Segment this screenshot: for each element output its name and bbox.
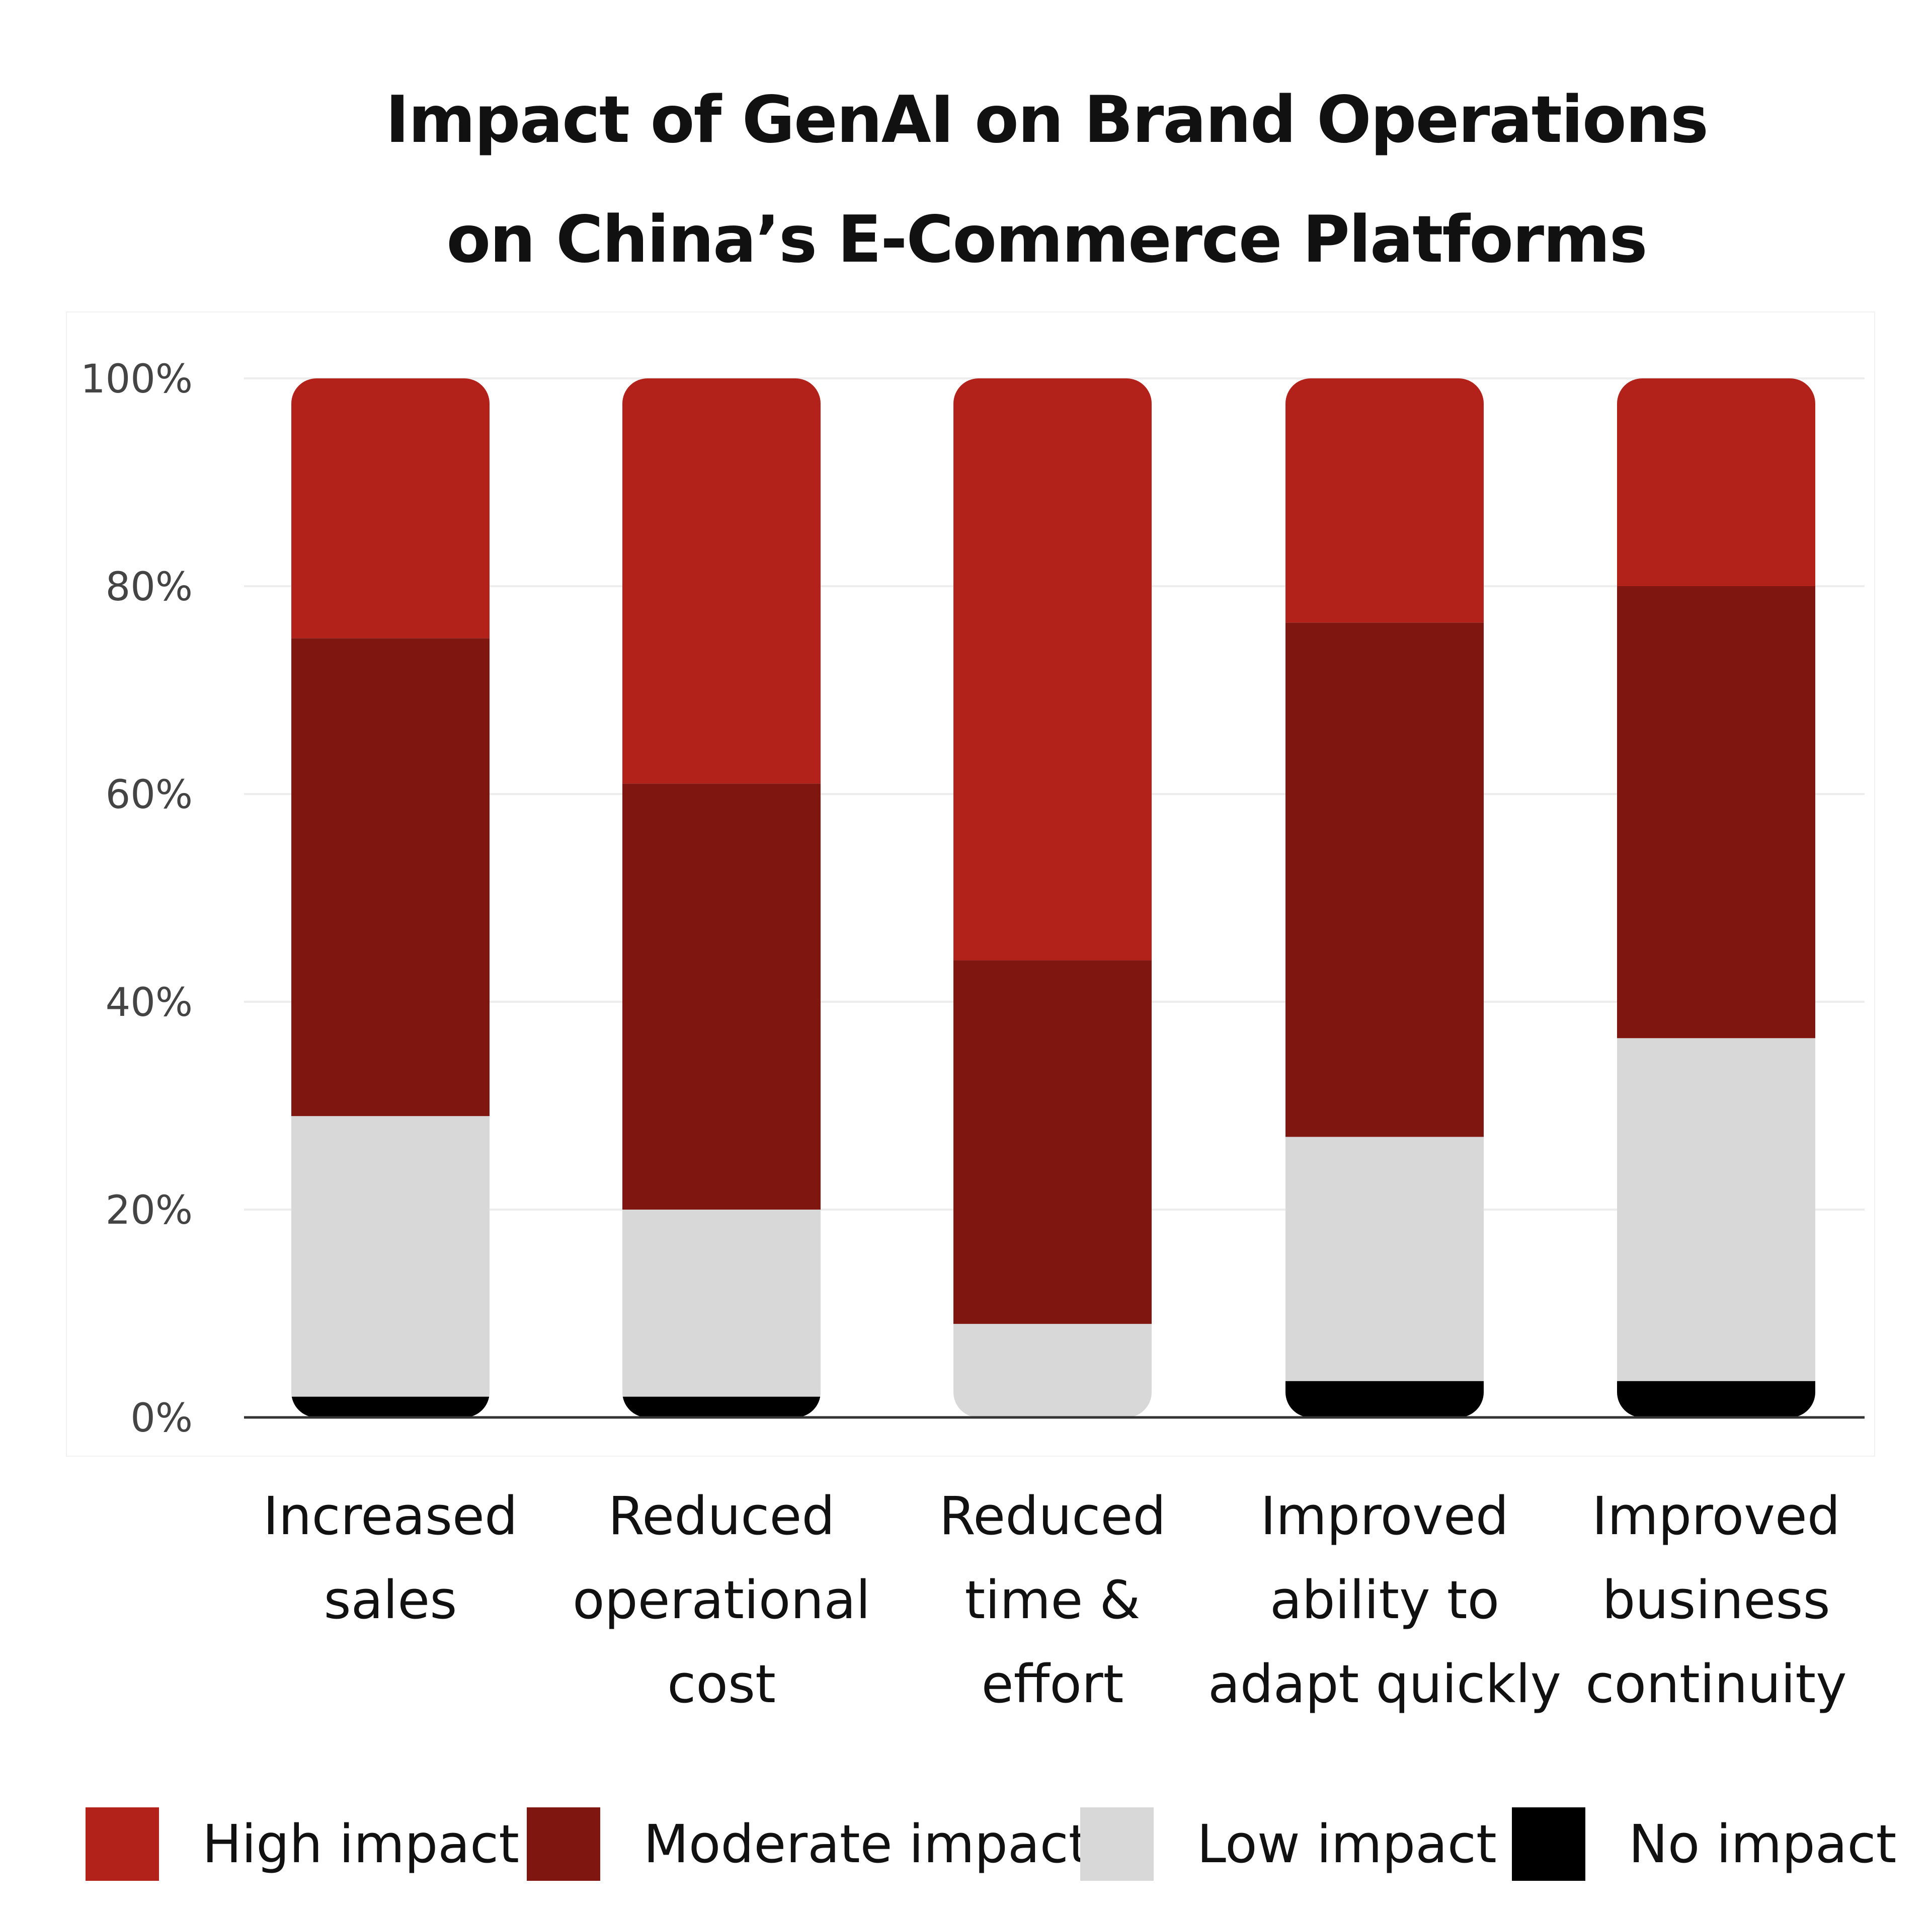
bars [291, 378, 1815, 1417]
category-label-line: operational [573, 1569, 870, 1631]
y-tick-label: 80% [106, 565, 193, 610]
category-label-increased-sales: Increased sales [189, 1474, 592, 1642]
bar-segment-no-impact [291, 1396, 490, 1417]
bar-segment-no-impact [1285, 1381, 1484, 1417]
bar-reduced-time-effort [953, 378, 1152, 1417]
bar-increased-sales [291, 378, 490, 1417]
y-tick-label: 40% [106, 980, 193, 1025]
chart-title-line-1: Impact of GenAI on Brand Operations [385, 83, 1709, 157]
bar-segment-high-impact [622, 378, 821, 784]
legend-swatch-high-impact [86, 1807, 159, 1881]
legend-label-no-impact: No impact [1629, 1813, 1897, 1875]
bar-segment-moderate-impact [1285, 622, 1484, 1137]
legend-label-high-impact: High impact [202, 1813, 519, 1875]
bar-segment-low-impact [622, 1210, 821, 1397]
bar-segment-high-impact [1617, 378, 1815, 586]
legend-swatch-moderate-impact [527, 1807, 600, 1881]
bar-improved-ability-to-adapt-quickly [1285, 378, 1484, 1417]
bar-segment-high-impact [1285, 378, 1484, 623]
y-tick-label: 0% [130, 1396, 193, 1441]
category-label-line: effort [981, 1653, 1124, 1715]
y-tick-label: 100% [80, 357, 193, 402]
chart-title: Impact of GenAI on Brand Operations on C… [0, 60, 1932, 300]
legend-label-moderate-impact: Moderate impact [643, 1813, 1089, 1875]
category-label-line: Reduced [608, 1485, 835, 1547]
bar-segment-moderate-impact [291, 638, 490, 1117]
y-tick-label: 20% [106, 1188, 193, 1233]
category-label-line: Improved [1592, 1485, 1840, 1547]
category-label-line: business [1602, 1569, 1830, 1631]
bar-segment-moderate-impact [1617, 586, 1815, 1039]
category-label-reduced-time-effort: Reduced time & effort [851, 1474, 1254, 1726]
bar-segment-high-impact [953, 378, 1152, 961]
bar-improved-business-continuity [1617, 378, 1815, 1417]
category-label-line: Improved [1260, 1485, 1509, 1547]
bar-segment-moderate-impact [953, 960, 1152, 1324]
plot-area-frame [66, 311, 1875, 1457]
bar-segment-low-impact [1617, 1038, 1815, 1381]
y-tick-label: 60% [106, 772, 193, 818]
bar-segment-no-impact [622, 1396, 821, 1417]
bar-segment-low-impact [291, 1116, 490, 1397]
category-label-line: Increased [263, 1485, 518, 1547]
bar-segment-no-impact [1617, 1381, 1815, 1417]
bar-segment-low-impact [1285, 1137, 1484, 1381]
bar-segment-moderate-impact [622, 783, 821, 1210]
chart-title-line-2: on China’s E-Commerce Platforms [446, 202, 1647, 277]
category-label-line: continuity [1585, 1653, 1847, 1715]
category-label-line: adapt quickly [1208, 1653, 1561, 1715]
category-label-line: cost [667, 1653, 776, 1715]
legend-label-low-impact: Low impact [1197, 1813, 1497, 1875]
category-label-line: Reduced [939, 1485, 1166, 1547]
bar-reduced-operational-cost [622, 378, 821, 1417]
category-label-line: time & [964, 1569, 1141, 1631]
legend-swatch-low-impact [1080, 1807, 1154, 1881]
category-label-reduced-operational-cost: Reduced operational cost [520, 1474, 923, 1726]
category-label-improved-business-continuity: Improved business continuity [1515, 1474, 1917, 1726]
bar-segment-high-impact [291, 378, 490, 639]
legend: High impact Moderate impact Low impact N… [0, 1806, 1932, 1882]
category-label-line: ability to [1269, 1569, 1500, 1631]
category-label-improved-ability-to-adapt-quickly: Improved ability to adapt quickly [1183, 1474, 1586, 1726]
category-label-line: sales [324, 1569, 457, 1631]
y-axis-ticks: 0% 20% 40% 60% 80% 100% [80, 357, 193, 1441]
legend-swatch-no-impact [1512, 1807, 1585, 1881]
bar-segment-low-impact [953, 1324, 1152, 1417]
